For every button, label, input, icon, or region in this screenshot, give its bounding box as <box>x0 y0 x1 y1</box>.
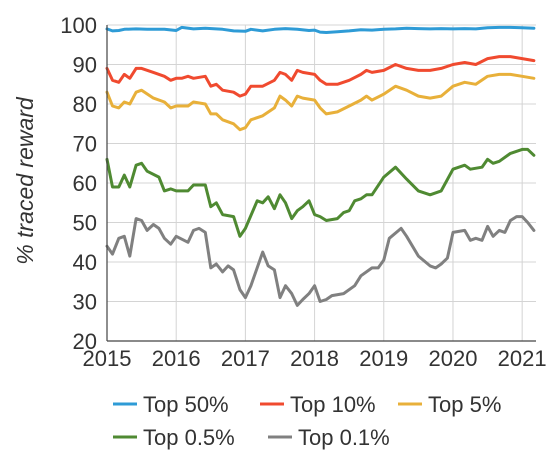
series-line-top-0-5 <box>105 147 536 238</box>
legend-label-top-0-5: Top 0.5% <box>143 425 235 450</box>
y-tick-label: 60 <box>73 171 97 196</box>
x-tick-label: 2015 <box>83 346 132 371</box>
legend-label-top-5: Top 5% <box>428 392 501 417</box>
y-tick-label: 80 <box>73 92 97 117</box>
y-tick-label: 90 <box>73 53 97 78</box>
x-tick-label: 2017 <box>221 346 270 371</box>
y-axis-title: % traced reward <box>12 96 38 265</box>
legend-label-top-50: Top 50% <box>143 392 229 417</box>
x-tick-label: 2018 <box>290 346 339 371</box>
legend-label-top-0-1: Top 0.1% <box>298 425 390 450</box>
grid <box>106 24 536 342</box>
y-tick-label: 40 <box>73 250 97 275</box>
x-tick-label: 2019 <box>359 346 408 371</box>
x-tick-label: 2021 <box>498 346 547 371</box>
series-lines <box>105 25 536 307</box>
series-line-top-0-1 <box>105 215 536 307</box>
y-tick-label: 20 <box>73 329 97 354</box>
series-line-top-50 <box>105 25 536 34</box>
y-tick-label: 30 <box>73 290 97 315</box>
legend-label-top-10: Top 10% <box>290 392 376 417</box>
axes: % traced reward 20 30 40 50 60 70 80 90 100 2015 2… <box>12 13 547 371</box>
x-tick-label: 2016 <box>152 346 201 371</box>
y-tick-label: 50 <box>73 211 97 236</box>
series-line-top-5 <box>105 72 536 132</box>
y-tick-label: 70 <box>73 132 97 157</box>
legend: Top 50% Top 10% Top 5% Top 0.5% Top 0.1% <box>113 392 501 450</box>
y-tick-label: 100 <box>60 13 97 38</box>
x-tick-label: 2020 <box>428 346 477 371</box>
series-line-top-10 <box>105 55 536 98</box>
